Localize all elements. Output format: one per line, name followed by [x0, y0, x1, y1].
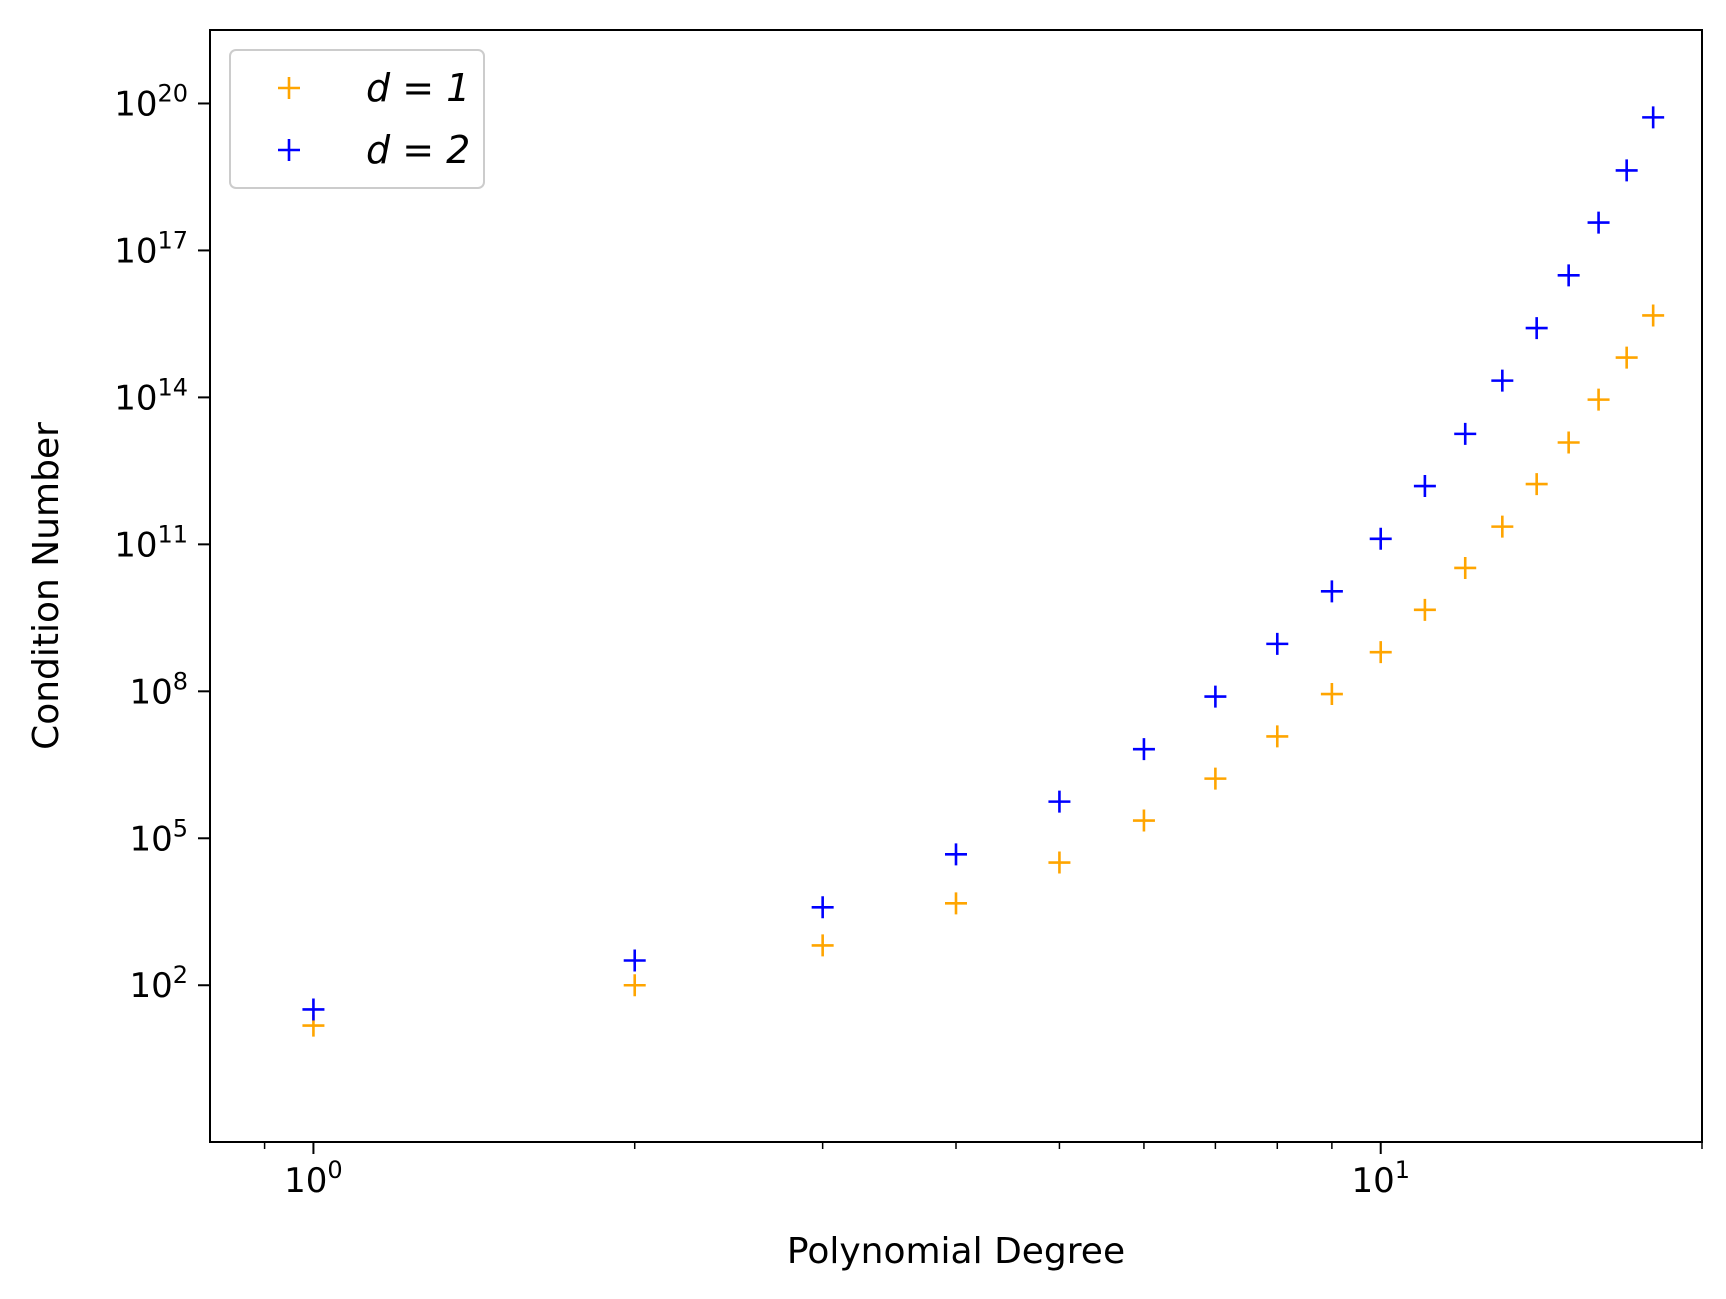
- data-point: [623, 949, 646, 972]
- y-axis: 102 105 108 1011 1014 1017 1020: [114, 79, 210, 1006]
- legend-box: [229, 49, 485, 189]
- y-tick-label: 108: [129, 667, 188, 712]
- data-point: [1204, 767, 1227, 790]
- y-tick-label: 105: [129, 814, 188, 859]
- legend-label: d = 1: [366, 66, 470, 110]
- data-point: [945, 843, 967, 866]
- data-point: [1132, 809, 1155, 832]
- data-point: [1320, 683, 1343, 706]
- legend-marker: [278, 139, 300, 161]
- axes-frame: [209, 29, 1703, 1143]
- x-axis-label: Polynomial Degree: [787, 1231, 1125, 1272]
- data-point: [1266, 725, 1289, 748]
- y-tick-label: 102: [129, 961, 188, 1006]
- data-point: [1413, 475, 1436, 498]
- y-tick-label: 1017: [114, 226, 188, 271]
- data-point: [1642, 304, 1665, 327]
- series-layer: [302, 106, 1665, 1037]
- series-1: [302, 304, 1665, 1037]
- data-point: [1369, 641, 1392, 664]
- data-point: [1048, 851, 1071, 874]
- data-point: [811, 934, 834, 957]
- data-point: [1491, 369, 1514, 392]
- data-point: [945, 892, 967, 915]
- data-point: [1454, 422, 1477, 445]
- y-tick-label: 1020: [114, 79, 188, 124]
- data-point: [1369, 527, 1392, 550]
- data-point: [1048, 790, 1071, 813]
- data-point: [1587, 211, 1610, 234]
- y-tick-label: 1011: [114, 520, 188, 565]
- x-axis: 100 101: [263, 1142, 1703, 1201]
- y-tick-label: 1014: [114, 373, 188, 418]
- data-point: [302, 998, 325, 1021]
- data-point: [1491, 515, 1514, 538]
- x-tick-label: 101: [1351, 1156, 1410, 1201]
- data-point: [1204, 685, 1227, 708]
- legend: d = 1 d = 2: [229, 49, 485, 189]
- data-point: [623, 974, 646, 997]
- data-point: [1587, 388, 1610, 411]
- data-point: [1557, 264, 1580, 287]
- data-point: [1615, 346, 1638, 369]
- data-point: [1132, 738, 1155, 761]
- y-axis-label: Condition Number: [26, 422, 67, 750]
- data-point: [1454, 556, 1477, 579]
- data-point: [1525, 473, 1548, 496]
- series-2: [302, 106, 1665, 1021]
- data-point: [1320, 580, 1343, 603]
- x-tick-label: 100: [284, 1156, 343, 1201]
- data-point: [1642, 106, 1665, 129]
- data-point: [1266, 632, 1289, 655]
- plot-area: [209, 29, 1703, 1143]
- data-point: [1557, 431, 1580, 454]
- data-point: [811, 896, 834, 919]
- legend-marker: [278, 77, 300, 99]
- data-point: [1615, 159, 1638, 182]
- data-point: [1413, 598, 1436, 621]
- data-point: [1525, 317, 1548, 340]
- legend-label: d = 2: [366, 128, 470, 172]
